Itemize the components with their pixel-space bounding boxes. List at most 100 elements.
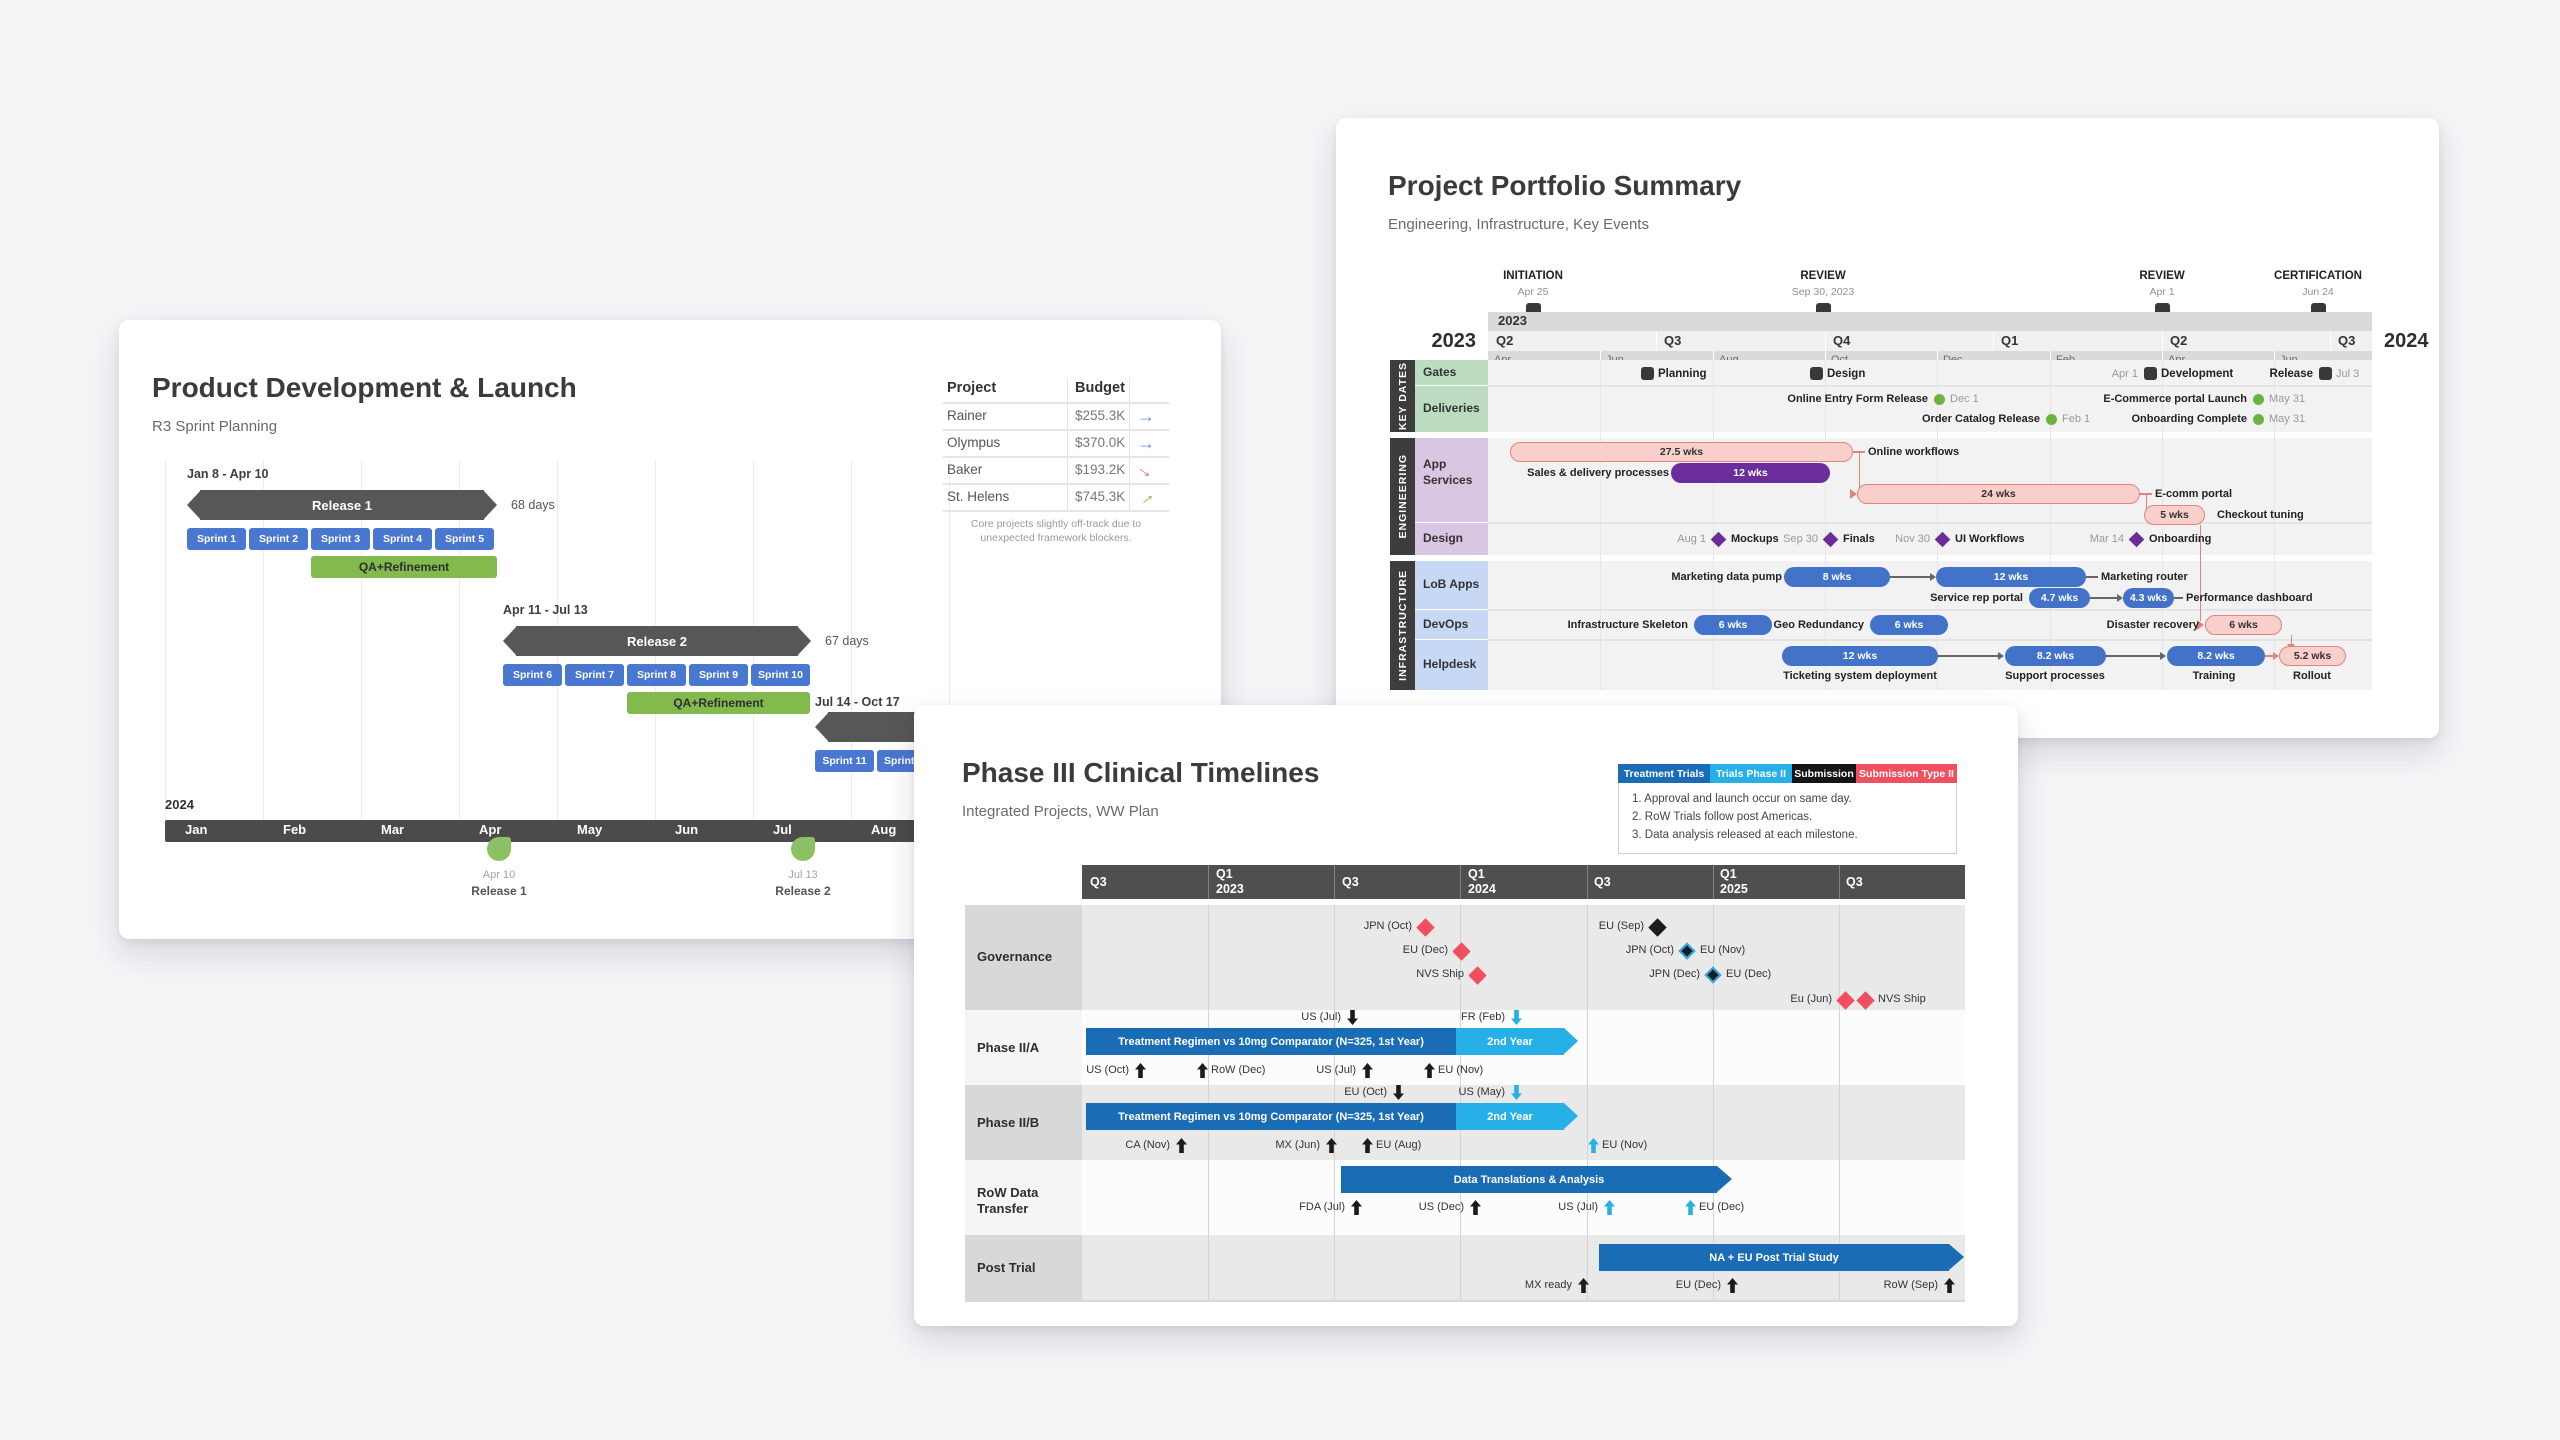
connector-arrow bbox=[2273, 652, 2279, 660]
quarter-label: Q2 bbox=[2170, 333, 2188, 348]
band-divider bbox=[1656, 331, 1657, 351]
legend-note: 3. Data analysis released at each milest… bbox=[1632, 829, 1858, 841]
row-label: Phase II/B bbox=[977, 1115, 1040, 1130]
row-label-cell bbox=[965, 1235, 1082, 1300]
milestone-title: CERTIFICATION bbox=[2274, 270, 2362, 282]
task-pill: 27.5 wks bbox=[1510, 442, 1853, 462]
month-gridline bbox=[263, 460, 264, 820]
task-pill: 6 wks bbox=[1870, 615, 1948, 635]
connector bbox=[2291, 635, 2292, 644]
table-header-project: Project bbox=[947, 380, 997, 396]
approval-label: US (Jul) bbox=[1558, 1201, 1598, 1213]
grid-line bbox=[1713, 360, 1714, 690]
table-line bbox=[943, 483, 1169, 485]
band-divider bbox=[1825, 331, 1826, 369]
month-label: Jun bbox=[675, 822, 699, 837]
quarter-label: Q3 bbox=[1090, 875, 1107, 889]
group-label-engineering-text: ENGINEERING bbox=[1396, 454, 1409, 539]
table-cell-project: Rainer bbox=[947, 408, 987, 423]
header-divider bbox=[1587, 865, 1588, 899]
table-header-budget: Budget bbox=[1075, 380, 1125, 396]
approval-label: CA (Nov) bbox=[1125, 1139, 1170, 1151]
band-divider bbox=[2330, 331, 2331, 351]
month-label: Aug bbox=[871, 822, 897, 837]
milestone-label: NVS Ship bbox=[1878, 993, 1926, 1005]
quarter-label: Q4 bbox=[1833, 333, 1851, 348]
quarter-year: 2023 bbox=[1216, 882, 1244, 896]
launch-arrow-down bbox=[1347, 1010, 1358, 1025]
legend-tab-submission-type-ii: Submission Type II bbox=[1856, 764, 1957, 783]
row-label-cell bbox=[965, 1160, 1082, 1235]
milestone-title: REVIEW bbox=[1800, 270, 1846, 282]
grid-line bbox=[1839, 905, 1840, 1300]
task-pill: 4.3 wks bbox=[2123, 588, 2174, 608]
table-cell-budget: $193.2K bbox=[1075, 462, 1126, 477]
page-title: Product Development & Launch bbox=[152, 372, 577, 403]
table-cell-project: Olympus bbox=[947, 435, 1001, 450]
quarter-band bbox=[1488, 331, 2372, 351]
launch-arrow-down bbox=[1393, 1085, 1404, 1100]
row-label: Services bbox=[1423, 473, 1473, 487]
approval-label: US (Oct) bbox=[1086, 1064, 1129, 1076]
gate-date: Apr 1 bbox=[2111, 368, 2138, 380]
milestone-date: Nov 30 bbox=[1895, 533, 1930, 545]
approval-label: EU (Oct) bbox=[1344, 1086, 1387, 1098]
row-label: Helpdesk bbox=[1423, 657, 1477, 671]
approval-arrow-up bbox=[1176, 1138, 1187, 1153]
year-band-label: 2023 bbox=[1498, 313, 1527, 328]
row-label: Post Trial bbox=[977, 1260, 1036, 1275]
trial-bar: Data Translations & Analysis bbox=[1341, 1166, 1717, 1193]
band-divider bbox=[2162, 331, 2163, 369]
quarter-label: Q1 bbox=[1216, 867, 1233, 881]
approval-arrow-up bbox=[1604, 1200, 1615, 1215]
gate-date: Jul 3 bbox=[2336, 368, 2360, 380]
table-cell-project: St. Helens bbox=[947, 489, 1010, 504]
connector bbox=[2146, 494, 2147, 512]
quarter-year: 2024 bbox=[1468, 882, 1496, 896]
row-label-cell bbox=[1415, 640, 1488, 690]
table-line bbox=[1067, 378, 1068, 510]
milestone-label: EU (Dec) bbox=[1402, 944, 1448, 956]
delivery-date: Dec 1 bbox=[1950, 393, 1979, 405]
quarter-label: Q3 bbox=[1342, 875, 1359, 889]
milestone-date: Mar 14 bbox=[2089, 533, 2124, 545]
gate-label: Development bbox=[2161, 368, 2234, 380]
sprint-bar: Sprint 11 bbox=[815, 750, 874, 772]
task-label: Disaster recovery bbox=[2106, 619, 2199, 631]
bar-arrow-tip bbox=[1717, 1166, 1732, 1192]
row-label: Phase II/A bbox=[977, 1040, 1040, 1055]
milestone-label: Eu (Jun) bbox=[1790, 993, 1832, 1005]
grid-line bbox=[1713, 905, 1714, 1300]
group-label-key-dates: KEY DATES bbox=[1390, 360, 1415, 432]
milestone-date: Sep 30 bbox=[1783, 533, 1818, 545]
approval-arrow-up bbox=[1135, 1063, 1146, 1078]
milestone-label: EU (Dec) bbox=[1726, 968, 1772, 980]
milestone-date: Jul 13 bbox=[788, 869, 818, 881]
slide-product-development: 2024 Jan Feb Mar Apr May Jun Jul Aug Jan 8 - Apr … bbox=[119, 320, 1221, 939]
sprint-bar: Sprint 5 bbox=[435, 528, 494, 550]
task-pill: 12 wks bbox=[1671, 463, 1830, 483]
connector bbox=[2174, 597, 2183, 599]
month-label: Mar bbox=[381, 822, 405, 837]
approval-label: FDA (Jul) bbox=[1299, 1201, 1345, 1213]
task-pill: 5 wks bbox=[2144, 505, 2205, 525]
grid-line bbox=[1937, 360, 1938, 690]
task-pill: 5.2 wks bbox=[2279, 646, 2346, 666]
connector bbox=[2090, 597, 2117, 599]
month-gridline bbox=[949, 460, 950, 820]
gate-square bbox=[2144, 367, 2157, 380]
task-label: E-comm portal bbox=[2155, 488, 2233, 500]
connector bbox=[2086, 576, 2098, 578]
sprint-bar: Sprint 7 bbox=[565, 664, 624, 686]
approval-label: EU (Dec) bbox=[1675, 1279, 1721, 1291]
table-note: Core projects slightly off-track due to bbox=[970, 518, 1142, 530]
approval-arrow-up bbox=[1197, 1063, 1208, 1078]
month-label: Jul bbox=[773, 822, 792, 837]
grid-bottom-border bbox=[965, 1300, 1965, 1302]
task-label: Rollout bbox=[2293, 670, 2331, 682]
axis-year-label: 2024 bbox=[165, 797, 194, 812]
sprint-bar: Sprint 8 bbox=[627, 664, 686, 686]
milestone-label: UI Workflows bbox=[1955, 533, 2025, 545]
row-divider bbox=[1488, 639, 2372, 641]
portfolio-gantt-chart: INITIATION Apr 25 REVIEW Sep 30, 2023 REVIEW… bbox=[1336, 118, 2439, 738]
